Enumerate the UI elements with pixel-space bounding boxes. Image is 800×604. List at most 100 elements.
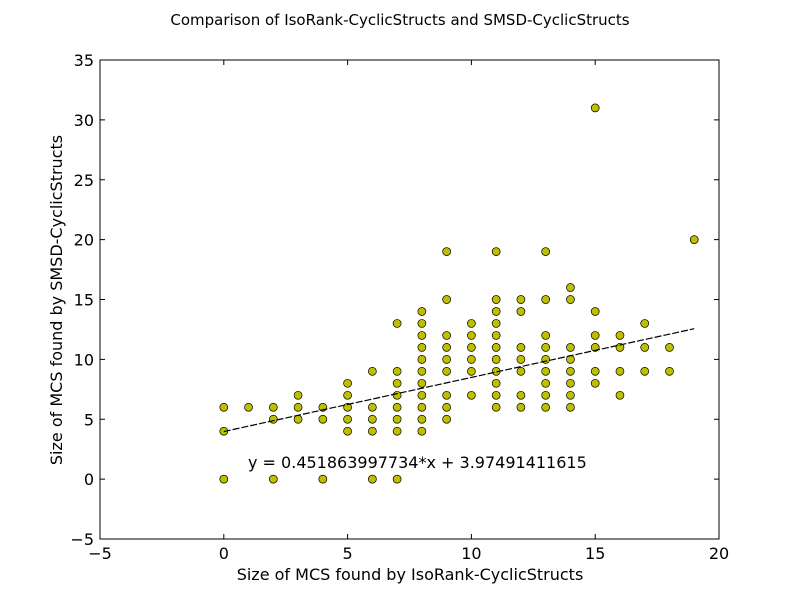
data-point: [467, 355, 476, 364]
data-point: [268, 414, 278, 424]
data-point: [491, 307, 501, 316]
data-point: [442, 390, 451, 400]
data-point: [590, 378, 600, 388]
data-point: [516, 343, 526, 352]
data-point: [590, 103, 600, 113]
data-point: [417, 331, 427, 340]
data-point: [417, 367, 427, 376]
data-point: [268, 402, 278, 412]
data-point: [244, 402, 253, 412]
data-point: [541, 367, 551, 376]
data-point: [442, 355, 451, 364]
data-point: [541, 247, 551, 256]
data-point: [392, 474, 402, 484]
data-point: [392, 390, 402, 400]
data-point: [566, 283, 575, 292]
data-point: [491, 402, 501, 412]
data-point: [442, 343, 451, 352]
data-point: [392, 426, 402, 436]
data-point: [268, 474, 278, 484]
data-point: [541, 378, 551, 388]
data-point: [541, 390, 551, 400]
y-tick-label: 20: [74, 231, 94, 250]
data-point: [516, 355, 526, 364]
data-point: [219, 402, 229, 412]
data-point: [640, 367, 650, 376]
data-point: [491, 355, 501, 364]
data-point: [566, 343, 575, 352]
data-point: [293, 390, 303, 400]
data-point: [417, 378, 427, 388]
y-tick-label: 30: [74, 111, 94, 130]
data-point: [566, 367, 575, 376]
data-point: [417, 426, 427, 436]
x-tick-label: −5: [88, 544, 112, 563]
data-point: [590, 367, 600, 376]
data-point: [640, 319, 650, 328]
data-point: [417, 390, 427, 400]
data-point: [318, 474, 328, 484]
data-point: [640, 343, 650, 352]
data-point: [343, 390, 352, 400]
data-point: [516, 402, 526, 412]
data-point: [343, 414, 352, 424]
data-point: [615, 331, 625, 340]
data-point: [368, 367, 377, 376]
data-point: [467, 367, 476, 376]
y-tick-label: 35: [74, 51, 94, 70]
data-point: [417, 402, 427, 412]
data-point: [368, 402, 377, 412]
data-point: [467, 319, 476, 328]
data-point: [566, 402, 575, 412]
data-point: [219, 474, 229, 484]
data-point: [442, 295, 451, 304]
data-point: [689, 235, 699, 244]
data-point: [442, 331, 451, 340]
data-point: [615, 367, 625, 376]
data-point: [392, 319, 402, 328]
y-tick-label: 5: [84, 410, 94, 429]
data-point: [516, 307, 526, 316]
y-tick-label: −5: [70, 530, 94, 549]
fit-equation-label: y = 0.451863997734*x + 3.97491411615: [248, 453, 587, 472]
data-point: [541, 331, 551, 340]
data-point: [392, 402, 402, 412]
y-tick-label: 10: [74, 350, 94, 369]
data-point: [392, 414, 402, 424]
data-point: [392, 367, 402, 376]
data-point: [516, 390, 526, 400]
data-point: [590, 331, 600, 340]
data-point: [368, 414, 377, 424]
data-point: [442, 247, 451, 256]
y-tick-label: 25: [74, 171, 94, 190]
data-point: [491, 331, 501, 340]
data-point: [368, 474, 377, 484]
fit-line: [223, 328, 695, 433]
plot-area: −5 0 5 10 15 20 −5 0 5 10 15 20 25 30 35: [70, 51, 729, 563]
data-point: [442, 367, 451, 376]
data-point: [491, 343, 501, 352]
data-point: [665, 367, 674, 376]
data-point: [467, 331, 476, 340]
data-point: [293, 402, 303, 412]
data-point: [566, 390, 575, 400]
data-point: [541, 402, 551, 412]
data-point: [491, 378, 501, 388]
y-tick-label: 0: [84, 470, 94, 489]
data-point: [491, 295, 501, 304]
data-point: [566, 378, 575, 388]
data-point: [417, 343, 427, 352]
data-point: [343, 426, 352, 436]
y-tick-label: 15: [74, 291, 94, 310]
data-point: [417, 414, 427, 424]
data-point: [590, 307, 600, 316]
data-point: [665, 343, 674, 352]
data-point: [368, 426, 377, 436]
data-point: [491, 247, 501, 256]
data-point: [417, 355, 427, 364]
data-point: [392, 378, 402, 388]
data-point: [318, 414, 328, 424]
